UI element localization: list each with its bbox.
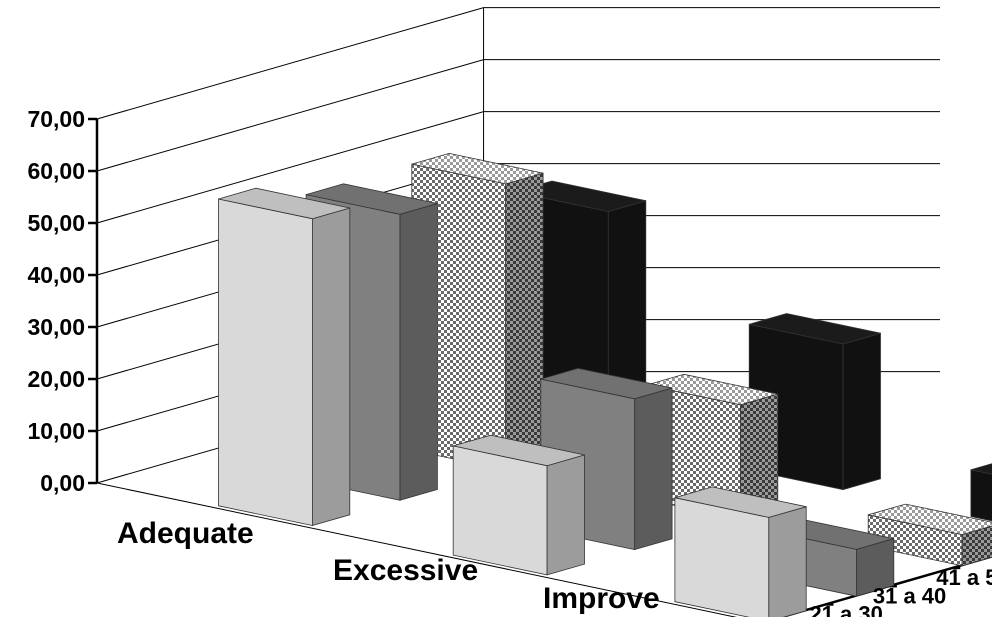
bar-side-face [768,506,807,617]
bar-adequate-21-a-30 [218,187,351,527]
bar-top-face [305,183,438,215]
bar-side-face [546,454,585,576]
bar-side-face [842,332,881,491]
bar-top-face [674,486,807,518]
bar-top-face [218,187,350,220]
bar-improve-41-a-50 [867,503,992,567]
y-tick-label-2: 20,00 [27,366,85,392]
bar-side-face [505,172,544,471]
series-label-21-a-30: 21 a 30 [809,602,882,617]
y-tick-label-5: 50,00 [27,210,85,236]
category-label-improve: Improve [543,582,660,615]
y-tick-label-0: 0,00 [40,470,85,496]
gridline-7 [96,7,940,120]
series-label-41-a-50: 41 a 50 [936,565,992,590]
bar-excessive-21-a-30 [452,434,585,576]
bar-improve-50 [970,463,992,522]
bar-top-face [540,367,673,400]
bars [218,152,992,617]
x-axis [96,482,738,617]
bar-side-face [961,525,992,567]
y-tick-label-6: 60,00 [27,158,85,184]
bar-side-face [634,387,673,551]
y-tick-label-3: 30,00 [27,314,85,340]
series-label-31-a-40: 31 a 40 [873,583,946,608]
bar-top-face [646,373,778,406]
gridline-6 [96,59,940,172]
bar-top-face [411,152,544,185]
bar-side-face [311,207,351,527]
bar-front-face [970,469,992,522]
bar-top-face [453,434,585,467]
bar-top-face [749,313,881,345]
bar-front-face [674,497,770,617]
y-tick-label-7: 70,00 [27,106,85,132]
bar-top-face [868,503,992,536]
bar-top-face [970,463,992,475]
y-tick-label-1: 10,00 [27,418,85,444]
bar-front-face [218,198,313,526]
category-label-adequate: Adequate [117,517,254,550]
bar-side-face [399,202,438,501]
y-tick-label-4: 40,00 [27,262,85,288]
category-label-excessive: Excessive [333,554,478,587]
bar-improve-21-a-30 [674,486,807,617]
labels: 0,00 10,00 20,00 30,00 40,00 50,00 60,00 70,00 A… [27,106,992,617]
axes [88,117,992,617]
